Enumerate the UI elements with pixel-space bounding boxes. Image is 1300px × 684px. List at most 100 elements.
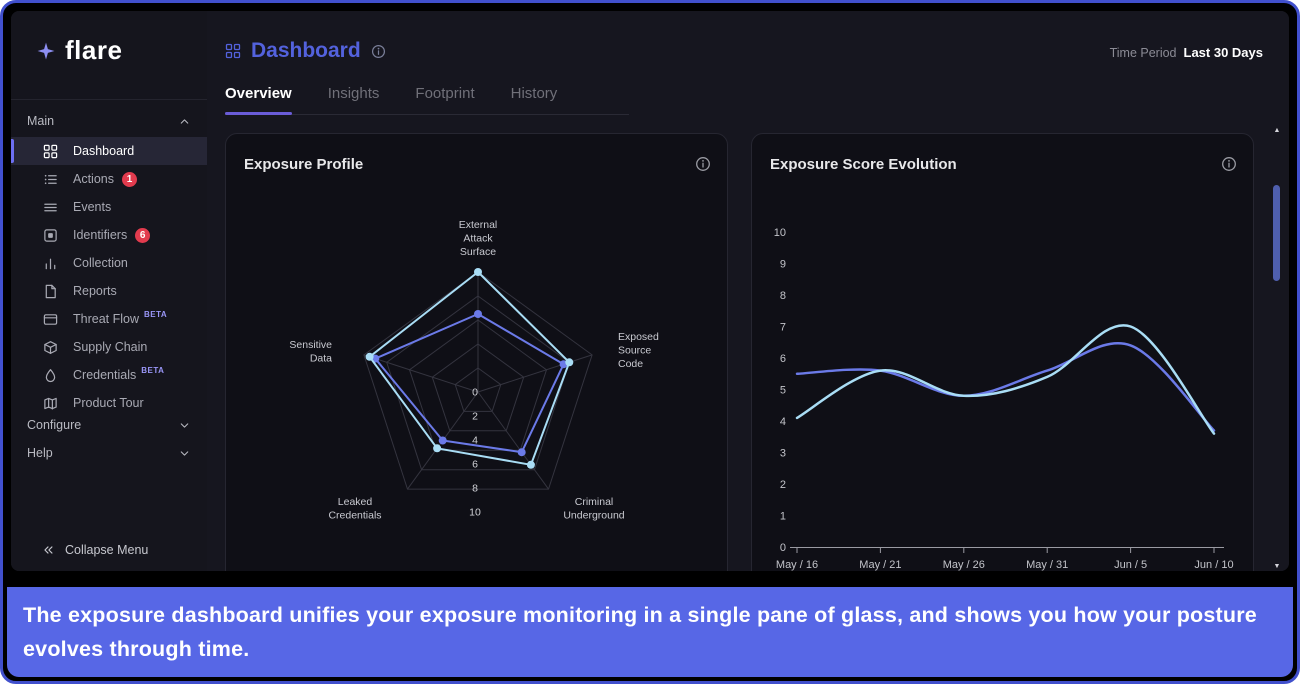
- tab-insights[interactable]: Insights: [327, 85, 380, 102]
- sidebar-item-label: Dashboard: [73, 144, 135, 158]
- sidebar-section-help[interactable]: Help: [11, 441, 207, 465]
- svg-text:May / 21: May / 21: [859, 559, 901, 571]
- sidebar-item-supply-chain[interactable]: Supply Chain: [11, 333, 207, 361]
- section-help-label: Help: [27, 446, 53, 460]
- chevron-down-icon: [178, 447, 191, 460]
- file-icon: [43, 284, 59, 299]
- tab-history[interactable]: History: [510, 85, 558, 102]
- notification-badge: 6: [135, 227, 151, 243]
- sidebar-item-reports[interactable]: Reports: [11, 277, 207, 305]
- brand-name: flare: [65, 35, 123, 65]
- sidebar-item-identifiers[interactable]: Identifiers 6: [11, 221, 207, 249]
- svg-text:2: 2: [780, 479, 786, 491]
- app-window: flare Main Dashboard Actions 1 Events Identi…: [11, 11, 1289, 571]
- collapse-menu-label: Collapse Menu: [65, 543, 149, 557]
- svg-text:May / 16: May / 16: [776, 559, 818, 571]
- sidebar-section-main[interactable]: Main: [11, 109, 207, 133]
- svg-text:Jun / 10: Jun / 10: [1194, 559, 1233, 571]
- bars-icon: [43, 256, 59, 271]
- window-icon: [43, 312, 59, 327]
- beta-tag: BETA: [144, 309, 168, 319]
- sidebar-divider: [11, 99, 207, 100]
- svg-text:10: 10: [469, 507, 481, 519]
- sidebar-item-label: Product Tour: [73, 396, 144, 410]
- sidebar-item-events[interactable]: Events: [11, 193, 207, 221]
- flare-logo[interactable]: flare: [37, 35, 122, 66]
- sidebar-item-label: Identifiers: [73, 228, 128, 242]
- svg-text:0: 0: [780, 542, 786, 554]
- main-content: Dashboard Time Period Last 30 Days Overv…: [207, 11, 1289, 571]
- tab-footprint[interactable]: Footprint: [415, 85, 475, 102]
- svg-text:6: 6: [472, 459, 478, 471]
- chevron-down-icon: [178, 419, 191, 432]
- scrollbar[interactable]: ▲ ▼: [1271, 127, 1283, 571]
- sidebar-item-label: Collection: [73, 256, 128, 270]
- exposure-profile-radar-chart: 0 2 4 6 8 10 External Attack Surface Exposed Sourc…: [289, 219, 659, 522]
- sidebar-section-configure[interactable]: Configure: [11, 413, 207, 437]
- sidebar-item-label: Threat Flow: [73, 312, 139, 326]
- svg-text:9: 9: [780, 259, 786, 271]
- sidebar: flare Main Dashboard Actions 1 Events Identi…: [11, 11, 208, 571]
- sidebar-item-threat-flow[interactable]: Threat Flow BETA: [11, 305, 207, 333]
- svg-text:Jun / 5: Jun / 5: [1114, 559, 1147, 571]
- beta-tag: BETA: [141, 365, 165, 375]
- sidebar-item-label: Actions: [73, 172, 114, 186]
- svg-text:May / 31: May / 31: [1026, 559, 1068, 571]
- sidebar-item-dashboard[interactable]: Dashboard: [11, 137, 207, 165]
- card-title: Exposure Score Evolution: [770, 156, 957, 173]
- scrollbar-thumb[interactable]: [1273, 185, 1280, 281]
- time-period-label: Time Period: [1109, 45, 1177, 60]
- scroll-up-icon[interactable]: ▲: [1273, 127, 1281, 134]
- sidebar-item-collection[interactable]: Collection: [11, 249, 207, 277]
- exposure-score-evolution-card: 0 1 2 3 4 5 6 7 8 9 10 May / 16 May / 21 May / 26 May …: [751, 133, 1254, 571]
- svg-text:4: 4: [472, 435, 478, 447]
- info-icon[interactable]: [371, 44, 386, 59]
- time-period-selector[interactable]: Time Period Last 30 Days: [1110, 45, 1263, 60]
- svg-text:7: 7: [780, 322, 786, 334]
- time-period-value: Last 30 Days: [1183, 45, 1264, 60]
- info-icon[interactable]: [1221, 156, 1237, 172]
- svg-text:2: 2: [472, 411, 478, 423]
- dashboard-grid-icon: [225, 43, 241, 59]
- page-title: Dashboard: [251, 39, 361, 62]
- svg-text:May / 26: May / 26: [943, 559, 985, 571]
- sidebar-items: Dashboard Actions 1 Events Identifiers 6 Colle…: [11, 137, 207, 417]
- sidebar-item-product-tour[interactable]: Product Tour: [11, 389, 207, 417]
- tabs: Overview Insights Footprint History: [225, 85, 629, 115]
- double-chevron-left-icon: [41, 543, 55, 557]
- notification-badge: 1: [122, 171, 137, 187]
- grid-icon: [43, 144, 59, 159]
- box-icon: [43, 340, 59, 355]
- svg-text:8: 8: [780, 290, 786, 302]
- sidebar-item-actions[interactable]: Actions 1: [11, 165, 207, 193]
- svg-text:1: 1: [780, 511, 786, 523]
- info-icon[interactable]: [695, 156, 711, 172]
- svg-text:4: 4: [780, 416, 786, 428]
- sidebar-item-label: Events: [73, 200, 112, 214]
- sidebar-item-credentials[interactable]: Credentials BETA: [11, 361, 207, 389]
- sidebar-item-label: Reports: [73, 284, 117, 298]
- sparkle-icon: [37, 42, 55, 60]
- sidebar-item-label: Credentials: [73, 368, 137, 382]
- svg-text:5: 5: [780, 385, 786, 397]
- section-main-label: Main: [27, 114, 55, 128]
- tab-overview[interactable]: Overview: [225, 85, 292, 115]
- scroll-down-icon[interactable]: ▼: [1273, 563, 1281, 570]
- sidebar-item-label: Supply Chain: [73, 340, 148, 354]
- page-header: Dashboard: [225, 39, 386, 63]
- checklist-icon: [43, 172, 59, 187]
- scan-icon: [43, 228, 59, 243]
- chevron-up-icon: [178, 115, 191, 128]
- card-title: Exposure Profile: [244, 156, 364, 173]
- svg-text:3: 3: [780, 448, 786, 460]
- rows-icon: [43, 200, 59, 215]
- svg-text:6: 6: [780, 353, 786, 365]
- droplet-icon: [43, 368, 59, 383]
- collapse-menu-button[interactable]: Collapse Menu: [41, 543, 148, 557]
